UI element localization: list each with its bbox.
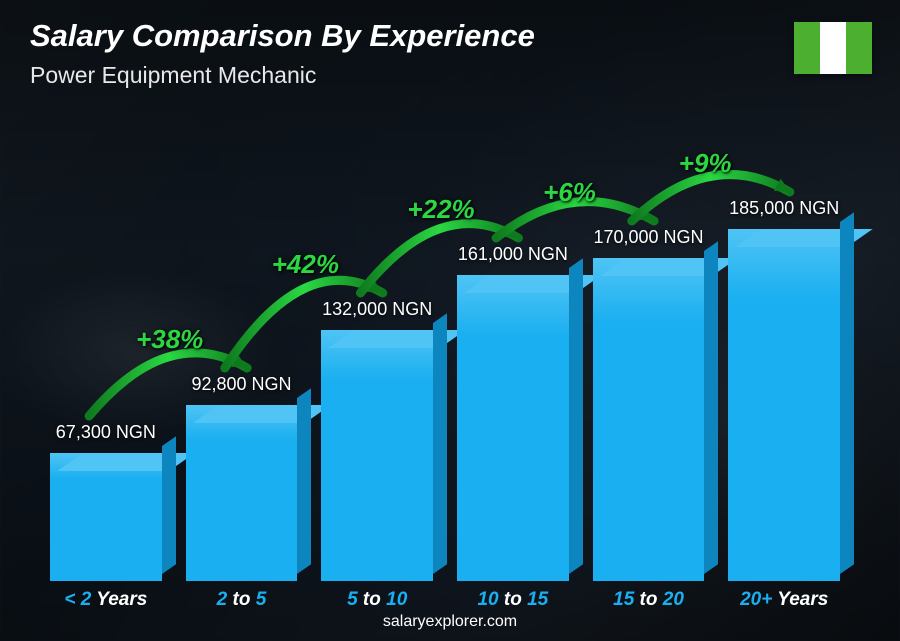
- bar: [457, 275, 569, 581]
- bar-value-label: 170,000 NGN: [593, 227, 703, 248]
- page-subtitle: Power Equipment Mechanic: [30, 62, 316, 89]
- x-axis-label: < 2 Years: [64, 589, 147, 611]
- bar-value-label: 161,000 NGN: [458, 244, 568, 265]
- bar-front-face: [728, 229, 840, 581]
- footer-attribution: salaryexplorer.com: [0, 613, 900, 631]
- bar-front-face: [457, 275, 569, 581]
- bar-front-face: [321, 330, 433, 581]
- percent-increase-label: +38%: [136, 324, 203, 355]
- percent-increase-label: +42%: [272, 249, 339, 280]
- bar-side-face: [840, 212, 854, 574]
- bar-chart: 67,300 NGN< 2 Years92,800 NGN2 to 5132,0…: [50, 101, 840, 581]
- x-axis-label: 5 to 10: [347, 589, 407, 611]
- bar: [321, 330, 433, 581]
- bar-column: 67,300 NGN< 2 Years: [50, 422, 162, 581]
- bar: [50, 453, 162, 581]
- bar: [728, 229, 840, 581]
- bar-column: 185,000 NGN20+ Years: [728, 198, 840, 581]
- bar-column: 161,000 NGN10 to 15: [457, 244, 569, 581]
- x-axis-label: 10 to 15: [477, 589, 548, 611]
- x-axis-label: 20+ Years: [740, 589, 828, 611]
- bar-column: 92,800 NGN2 to 5: [186, 374, 298, 581]
- bar-front-face: [50, 453, 162, 581]
- content: Salary Comparison By Experience Power Eq…: [0, 0, 900, 641]
- flag-stripe-left: [794, 22, 820, 74]
- x-axis-label: 15 to 20: [613, 589, 684, 611]
- bar-value-label: 67,300 NGN: [56, 422, 156, 443]
- bar-side-face: [297, 388, 311, 574]
- page-title: Salary Comparison By Experience: [30, 18, 535, 54]
- x-axis-label: 2 to 5: [217, 589, 267, 611]
- percent-increase-label: +6%: [543, 177, 596, 208]
- bar-side-face: [433, 313, 447, 574]
- percent-increase-label: +9%: [679, 148, 732, 179]
- flag-stripe-right: [846, 22, 872, 74]
- bar-column: 132,000 NGN5 to 10: [321, 299, 433, 581]
- bar-front-face: [593, 258, 705, 581]
- bar-side-face: [704, 241, 718, 574]
- bar: [593, 258, 705, 581]
- bar-value-label: 185,000 NGN: [729, 198, 839, 219]
- bar-side-face: [162, 436, 176, 574]
- bar-value-label: 92,800 NGN: [191, 374, 291, 395]
- bar-column: 170,000 NGN15 to 20: [593, 227, 705, 581]
- flag-stripe-mid: [820, 22, 846, 74]
- bar-value-label: 132,000 NGN: [322, 299, 432, 320]
- percent-increase-label: +22%: [407, 194, 474, 225]
- bar: [186, 405, 298, 581]
- bar-front-face: [186, 405, 298, 581]
- nigeria-flag-icon: [794, 22, 872, 74]
- bar-side-face: [569, 258, 583, 574]
